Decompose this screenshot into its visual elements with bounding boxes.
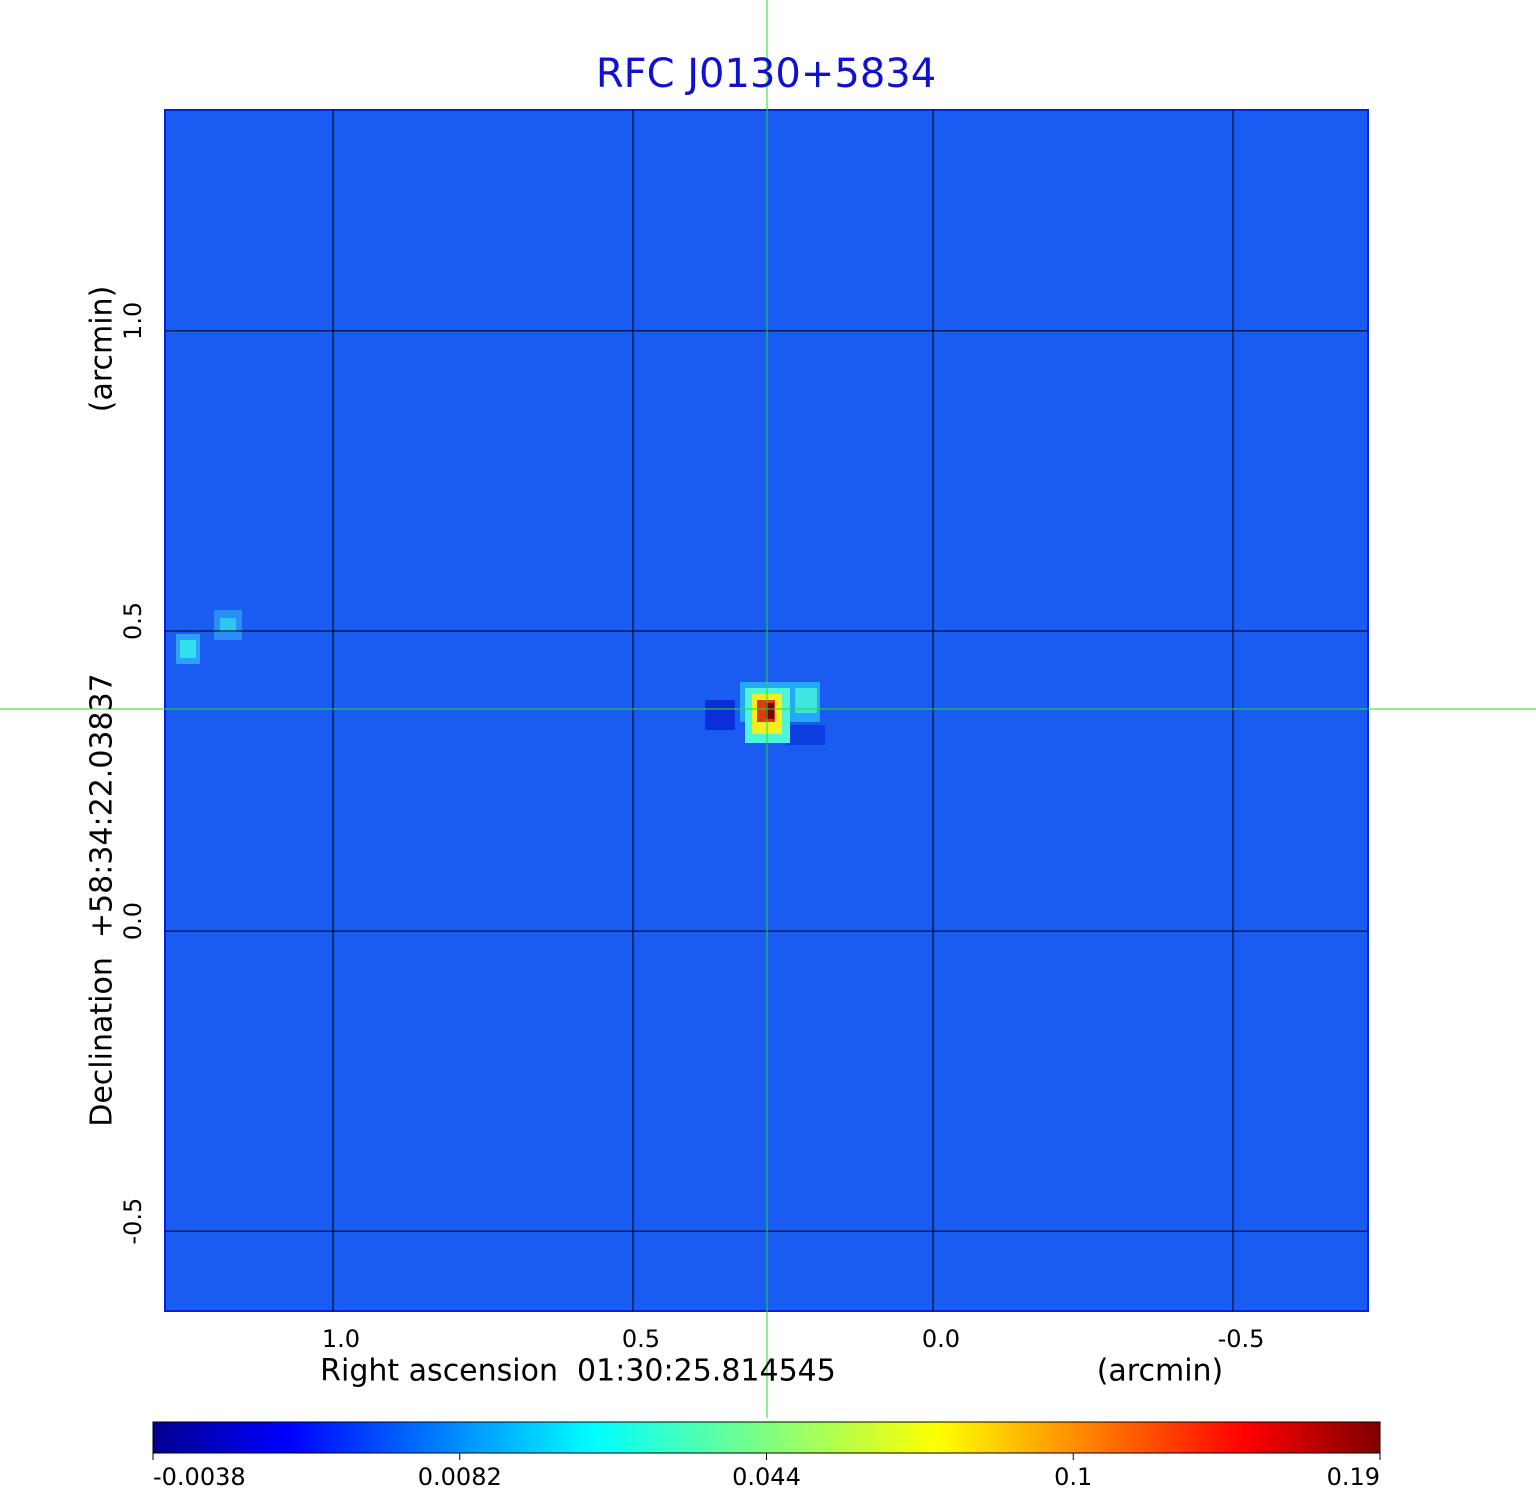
source-blob (795, 688, 817, 713)
colorbar-tick-label: 0.044 (732, 1463, 801, 1491)
x-tick-label: 0.0 (922, 1325, 960, 1353)
x-axis-label: Right ascension 01:30:25.814545 (320, 1354, 836, 1389)
source-blob (705, 700, 735, 730)
y-tick-label: 0.5 (119, 602, 147, 640)
x-tick-label: -0.5 (1218, 1325, 1265, 1353)
chart-title: RFC J0130+5834 (596, 51, 936, 97)
x-tick-label: 0.5 (622, 1325, 660, 1353)
colorbar (152, 1421, 1381, 1454)
colorbar-tick-label: 0.0082 (418, 1463, 502, 1491)
colorbar-tick-label: 0.1 (1054, 1463, 1092, 1491)
colorbar-tick-label: -0.0038 (153, 1463, 246, 1491)
source-blob (220, 618, 236, 632)
source-blob (180, 640, 196, 658)
source-blob (766, 703, 774, 719)
y-axis-unit: (arcmin) (85, 286, 120, 413)
source-blob (785, 725, 825, 745)
colorbar-tick-label: 0.19 (1327, 1463, 1380, 1491)
y-tick-label: 1.0 (119, 302, 147, 340)
x-tick-label: 1.0 (322, 1325, 360, 1353)
y-tick-label: -0.5 (119, 1198, 147, 1245)
y-axis-label: Declination +58:34:22.03837 (85, 673, 120, 1127)
x-axis-unit: (arcmin) (1097, 1354, 1224, 1389)
y-tick-label: 0.0 (119, 902, 147, 940)
